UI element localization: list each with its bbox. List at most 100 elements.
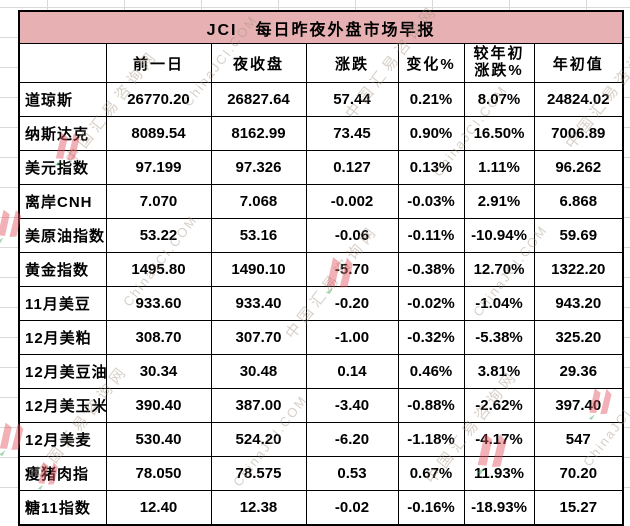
col-header-ytd-change-pct[interactable]: 较年初 涨跌%: [463, 43, 535, 83]
row-label[interactable]: 离岸CNH: [18, 184, 107, 219]
cell-ytd-pct[interactable]: -5.38%: [463, 320, 535, 355]
cell-night-close[interactable]: 933.40: [210, 286, 307, 321]
cell-change-pct[interactable]: -0.88%: [397, 388, 465, 423]
cell-change[interactable]: 57.44: [305, 82, 399, 117]
cell-prev-day[interactable]: 12.40: [105, 490, 212, 526]
cell-night-close[interactable]: 7.068: [210, 184, 307, 219]
cell-change-pct[interactable]: -0.03%: [397, 184, 465, 219]
row-label[interactable]: 12月美豆油: [18, 354, 107, 389]
cell-change[interactable]: 0.53: [305, 456, 399, 491]
col-header-year-start[interactable]: 年初值: [533, 43, 624, 83]
row-label[interactable]: 12月美麦: [18, 422, 107, 457]
cell-change[interactable]: -0.002: [305, 184, 399, 219]
cell-night-close[interactable]: 1490.10: [210, 252, 307, 287]
cell-change[interactable]: -3.40: [305, 388, 399, 423]
row-label[interactable]: 12月美玉米: [18, 388, 107, 423]
cell-change[interactable]: -1.00: [305, 320, 399, 355]
cell-prev-day[interactable]: 7.070: [105, 184, 212, 219]
cell-ytd-pct[interactable]: -4.17%: [463, 422, 535, 457]
row-label[interactable]: 糖11指数: [18, 490, 107, 526]
cell-change[interactable]: -5.70: [305, 252, 399, 287]
cell-change[interactable]: 0.127: [305, 150, 399, 185]
cell-ytd-pct[interactable]: 3.81%: [463, 354, 535, 389]
cell-ytd-pct[interactable]: -10.94%: [463, 218, 535, 253]
col-header-night-close[interactable]: 夜收盘: [210, 43, 307, 83]
cell-prev-day[interactable]: 26770.20: [105, 82, 212, 117]
cell-prev-day[interactable]: 97.199: [105, 150, 212, 185]
cell-prev-day[interactable]: 1495.80: [105, 252, 212, 287]
cell-year-start[interactable]: 6.868: [533, 184, 624, 219]
cell-change[interactable]: -0.20: [305, 286, 399, 321]
cell-night-close[interactable]: 97.326: [210, 150, 307, 185]
cell-year-start[interactable]: 15.27: [533, 490, 624, 526]
cell-night-close[interactable]: 8162.99: [210, 116, 307, 151]
report-title[interactable]: JCI 每日昨夜外盘市场早报: [18, 10, 624, 44]
cell-year-start[interactable]: 1322.20: [533, 252, 624, 287]
corner-cell[interactable]: [18, 43, 107, 83]
cell-prev-day[interactable]: 8089.54: [105, 116, 212, 151]
cell-year-start[interactable]: 96.262: [533, 150, 624, 185]
cell-year-start[interactable]: 7006.89: [533, 116, 624, 151]
cell-ytd-pct[interactable]: 2.91%: [463, 184, 535, 219]
cell-year-start[interactable]: 59.69: [533, 218, 624, 253]
row-label[interactable]: 瘦猪肉指: [18, 456, 107, 491]
row-label[interactable]: 道琼斯: [18, 82, 107, 117]
cell-change[interactable]: 73.45: [305, 116, 399, 151]
cell-night-close[interactable]: 524.20: [210, 422, 307, 457]
cell-ytd-pct[interactable]: 8.07%: [463, 82, 535, 117]
row-label[interactable]: 11月美豆: [18, 286, 107, 321]
cell-ytd-pct[interactable]: 16.50%: [463, 116, 535, 151]
col-header-prev-day[interactable]: 前一日: [105, 43, 212, 83]
cell-change-pct[interactable]: 0.90%: [397, 116, 465, 151]
cell-ytd-pct[interactable]: 12.70%: [463, 252, 535, 287]
table-row: 道琼斯 26770.20 26827.64 57.44 0.21% 8.07% …: [18, 82, 624, 117]
cell-change[interactable]: -0.06: [305, 218, 399, 253]
cell-night-close[interactable]: 78.575: [210, 456, 307, 491]
cell-change-pct[interactable]: -0.32%: [397, 320, 465, 355]
cell-change-pct[interactable]: -0.02%: [397, 286, 465, 321]
cell-change[interactable]: -0.02: [305, 490, 399, 526]
cell-night-close[interactable]: 26827.64: [210, 82, 307, 117]
cell-ytd-pct[interactable]: -2.62%: [463, 388, 535, 423]
cell-prev-day[interactable]: 933.60: [105, 286, 212, 321]
cell-prev-day[interactable]: 78.050: [105, 456, 212, 491]
cell-prev-day[interactable]: 530.40: [105, 422, 212, 457]
cell-ytd-pct[interactable]: -1.04%: [463, 286, 535, 321]
cell-ytd-pct[interactable]: -18.93%: [463, 490, 535, 526]
cell-year-start[interactable]: 29.36: [533, 354, 624, 389]
cell-night-close[interactable]: 30.48: [210, 354, 307, 389]
cell-night-close[interactable]: 12.38: [210, 490, 307, 526]
cell-prev-day[interactable]: 53.22: [105, 218, 212, 253]
row-label[interactable]: 纳斯达克: [18, 116, 107, 151]
cell-change-pct[interactable]: 0.21%: [397, 82, 465, 117]
cell-year-start[interactable]: 70.20: [533, 456, 624, 491]
row-label[interactable]: 美原油指数: [18, 218, 107, 253]
col-header-change-pct[interactable]: 变化%: [397, 43, 465, 83]
cell-change-pct[interactable]: -0.11%: [397, 218, 465, 253]
cell-ytd-pct[interactable]: 1.11%: [463, 150, 535, 185]
cell-year-start[interactable]: 325.20: [533, 320, 624, 355]
cell-night-close[interactable]: 387.00: [210, 388, 307, 423]
cell-change-pct[interactable]: 0.67%: [397, 456, 465, 491]
cell-change-pct[interactable]: -0.38%: [397, 252, 465, 287]
cell-prev-day[interactable]: 308.70: [105, 320, 212, 355]
cell-night-close[interactable]: 307.70: [210, 320, 307, 355]
col-header-change[interactable]: 涨跌: [305, 43, 399, 83]
row-label[interactable]: 12月美粕: [18, 320, 107, 355]
cell-ytd-pct[interactable]: 11.93%: [463, 456, 535, 491]
cell-night-close[interactable]: 53.16: [210, 218, 307, 253]
cell-prev-day[interactable]: 390.40: [105, 388, 212, 423]
cell-year-start[interactable]: 943.20: [533, 286, 624, 321]
cell-change-pct[interactable]: -1.18%: [397, 422, 465, 457]
cell-change[interactable]: 0.14: [305, 354, 399, 389]
cell-prev-day[interactable]: 30.34: [105, 354, 212, 389]
cell-year-start[interactable]: 397.40: [533, 388, 624, 423]
cell-change-pct[interactable]: -0.16%: [397, 490, 465, 526]
cell-change-pct[interactable]: 0.46%: [397, 354, 465, 389]
cell-year-start[interactable]: 547: [533, 422, 624, 457]
row-label[interactable]: 黄金指数: [18, 252, 107, 287]
cell-year-start[interactable]: 24824.02: [533, 82, 624, 117]
cell-change-pct[interactable]: 0.13%: [397, 150, 465, 185]
row-label[interactable]: 美元指数: [18, 150, 107, 185]
cell-change[interactable]: -6.20: [305, 422, 399, 457]
